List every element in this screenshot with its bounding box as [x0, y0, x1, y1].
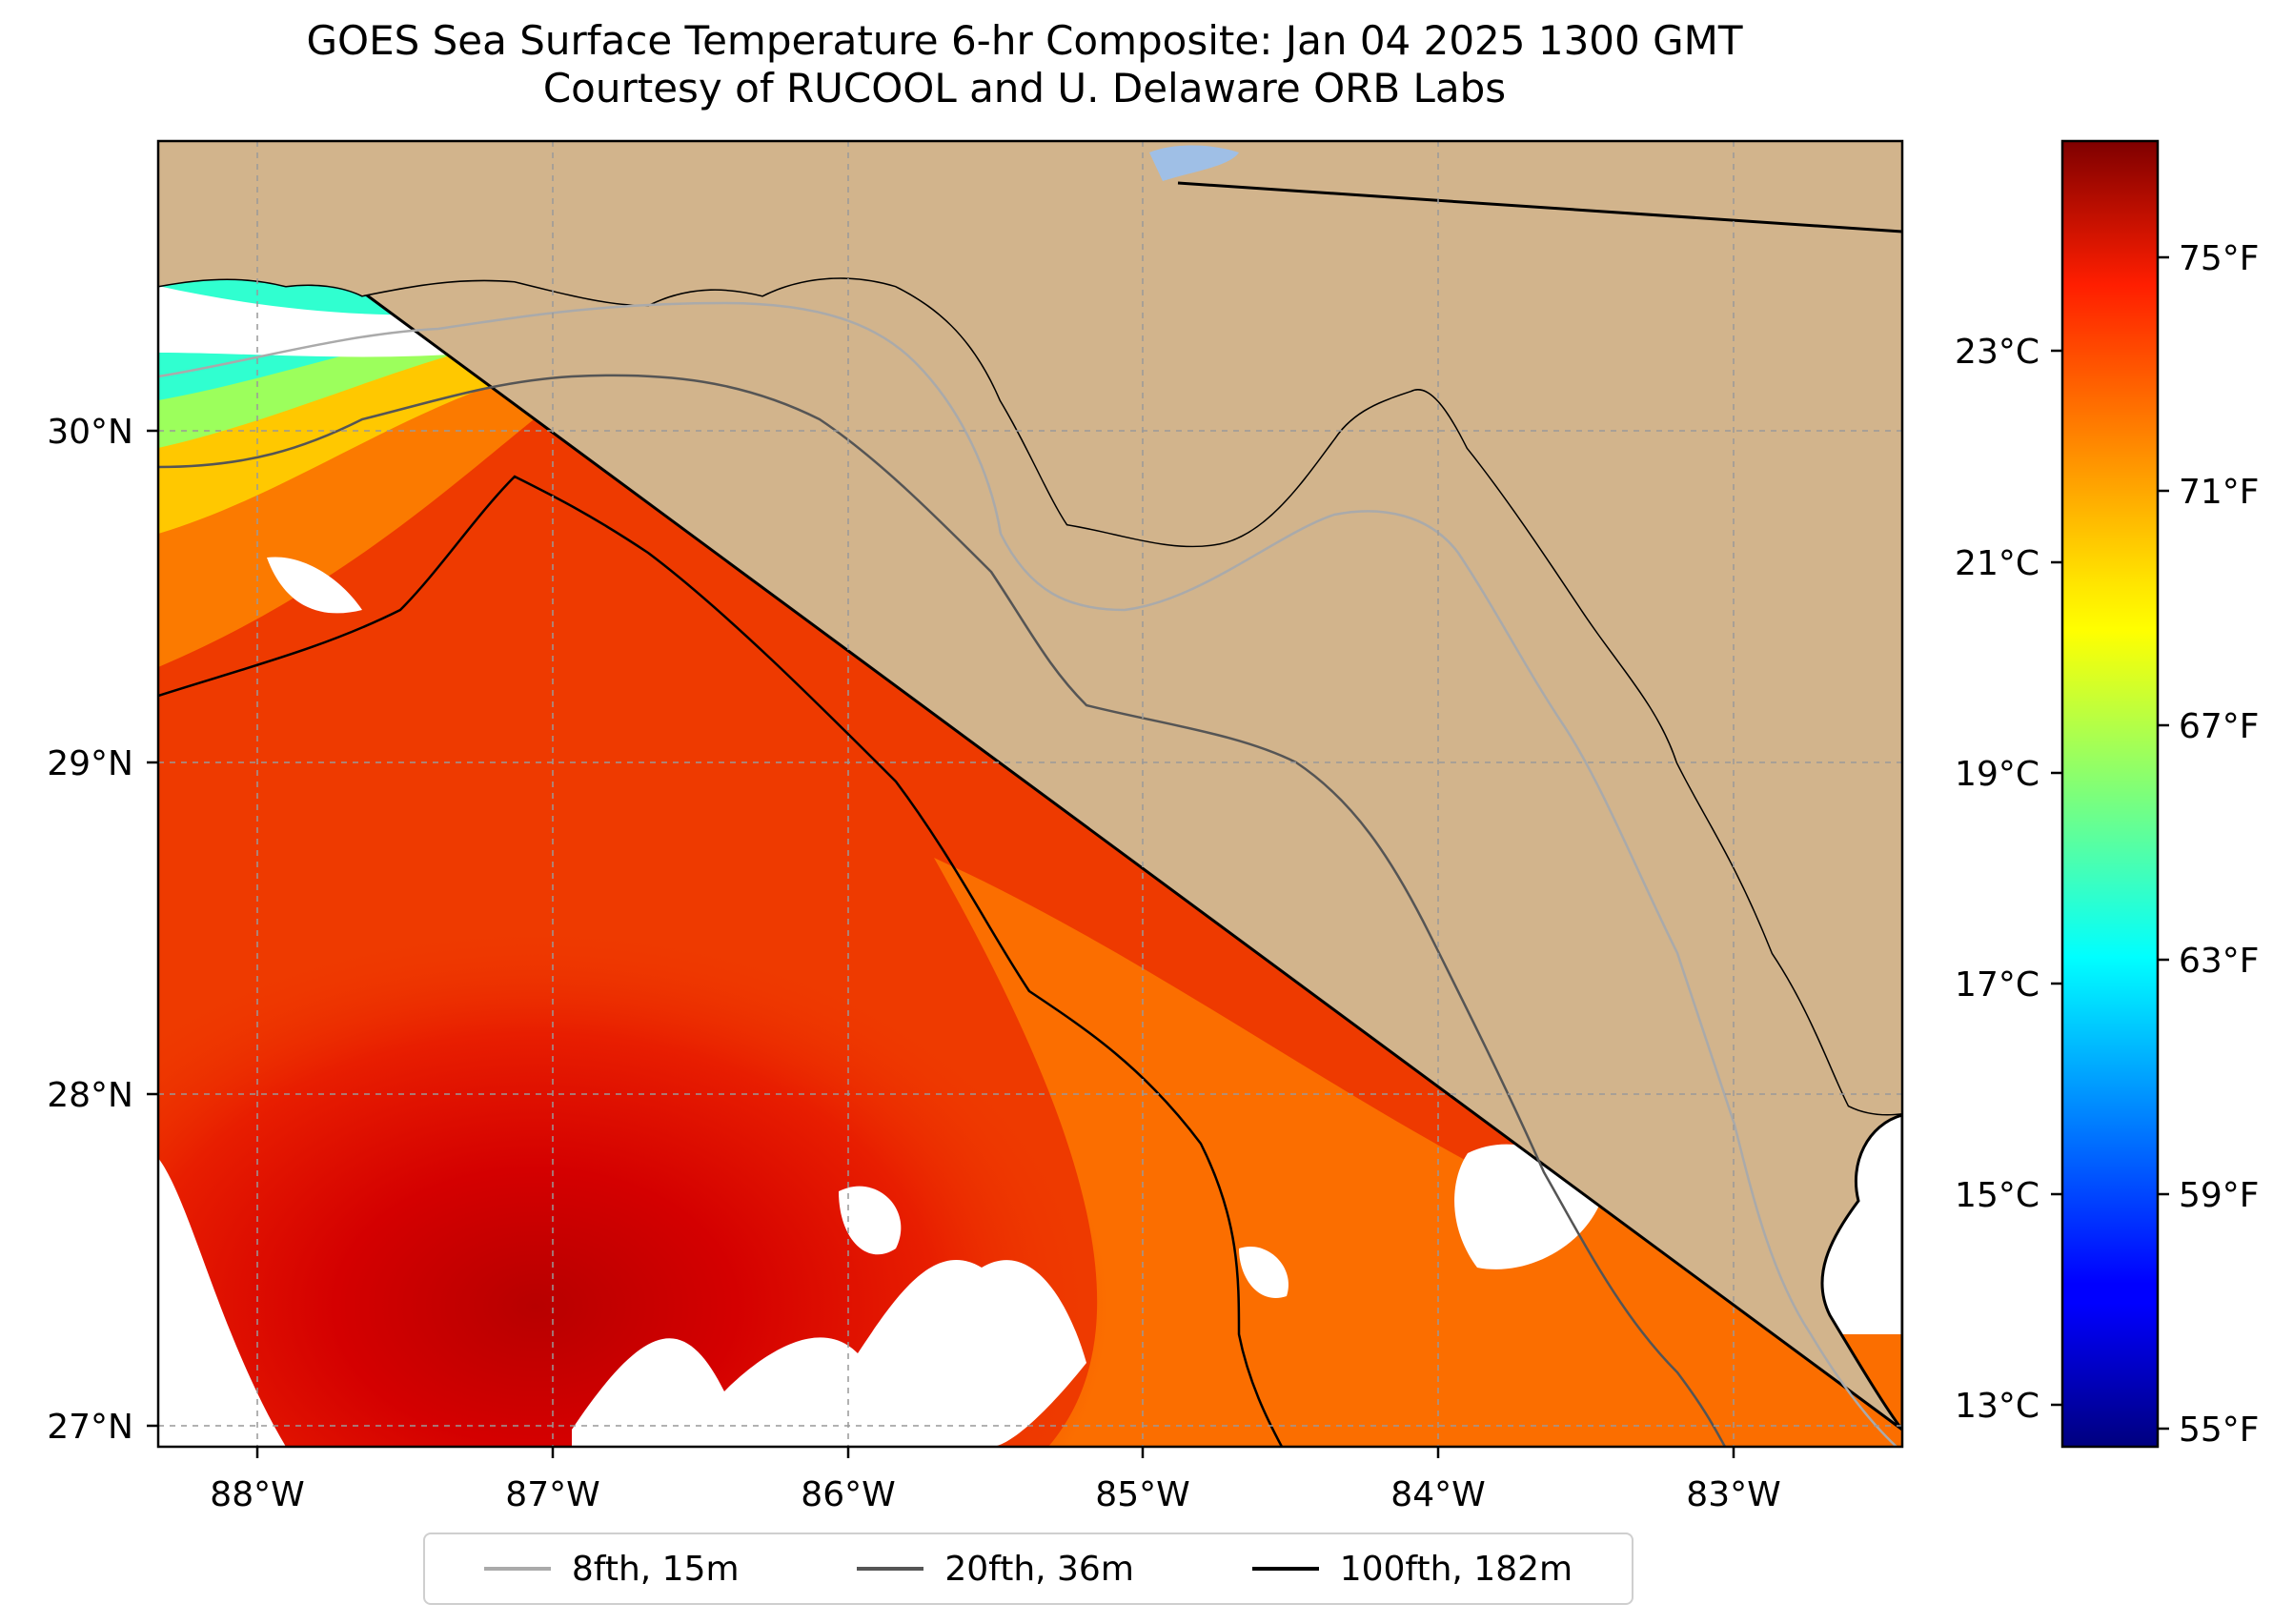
cbar-label-f-63: 63°F [2179, 942, 2260, 981]
lon-label-85: 85°W [1095, 1475, 1189, 1514]
contour-15m [158, 301, 1897, 1447]
legend-swatch-36m [857, 1567, 924, 1571]
legend-label-36m: 20fth, 36m [944, 1549, 1134, 1589]
contour-36m [158, 374, 1727, 1447]
state-border [1177, 181, 1902, 233]
cbar-label-f-75: 75°F [2179, 239, 2260, 278]
axis-ticks [147, 429, 1735, 1458]
legend-swatch-182m [1251, 1567, 1319, 1571]
legend-entry-182m: 100fth, 182m [1251, 1549, 1573, 1589]
colorbar [2060, 139, 2160, 1449]
cbar-label-c-13: 13°C [1955, 1387, 2039, 1426]
cbar-label-c-17: 17°C [1955, 965, 2039, 1005]
legend-label-15m: 8fth, 15m [571, 1549, 740, 1589]
contour-legend: 8fth, 15m 20fth, 36m 100fth, 182m [423, 1533, 1634, 1605]
contour-182m [158, 475, 1284, 1447]
lat-label-29: 29°N [47, 744, 133, 783]
cloud-patch [1239, 1247, 1289, 1298]
lon-label-87: 87°W [505, 1475, 599, 1514]
land-mass-north [158, 141, 1902, 1115]
map-frame [156, 139, 1904, 1449]
cloud-patch [158, 1158, 286, 1447]
cbar-label-c-19: 19°C [1955, 755, 2039, 794]
legend-entry-36m: 20fth, 36m [857, 1550, 1134, 1589]
cloud-patch [267, 557, 362, 614]
lon-label-83: 83°W [1686, 1475, 1780, 1514]
cbar-label-f-59: 59°F [2179, 1176, 2260, 1215]
cbar-label-f-67: 67°F [2179, 707, 2260, 746]
lat-label-28: 28°N [47, 1076, 133, 1115]
lat-label-30: 30°N [47, 413, 133, 452]
cbar-label-f-71: 71°F [2179, 473, 2260, 512]
cbar-label-f-55: 55°F [2179, 1411, 2260, 1450]
lon-label-84: 84°W [1390, 1475, 1485, 1514]
cloud-patch [572, 1260, 1086, 1447]
map-plot-area [158, 141, 1902, 1447]
cbar-label-c-21: 21°C [1955, 544, 2039, 583]
title-line-2: Courtesy of RUCOOL and U. Delaware ORB L… [542, 65, 1507, 112]
legend-swatch-15m [483, 1567, 551, 1571]
lake [1149, 145, 1239, 181]
cloud-patch [839, 1186, 902, 1255]
gridlines [158, 141, 1902, 1447]
legend-entry-15m: 8fth, 15m [483, 1549, 740, 1589]
lon-label-86: 86°W [801, 1475, 895, 1514]
title-line-1: GOES Sea Surface Temperature 6-hr Compos… [306, 17, 1743, 64]
map-title: GOES Sea Surface Temperature 6-hr Compos… [0, 17, 2049, 112]
lat-label-27: 27°N [47, 1408, 133, 1447]
cbar-label-c-15: 15°C [1955, 1176, 2039, 1215]
cbar-label-c-23: 23°C [1955, 333, 2039, 372]
colorbar-ticks [2051, 255, 2169, 1431]
legend-label-182m: 100fth, 182m [1339, 1549, 1573, 1589]
lon-label-88: 88°W [210, 1475, 304, 1514]
